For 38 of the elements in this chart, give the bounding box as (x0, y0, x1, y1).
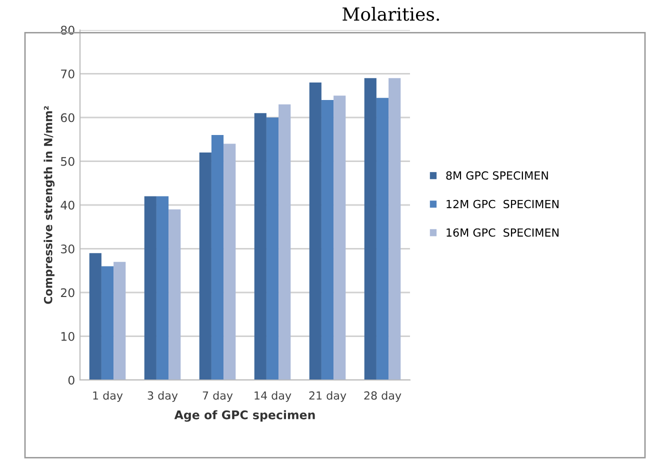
y-tick-label: 60 (60, 113, 74, 122)
x-tick-label: 21 day (309, 391, 346, 402)
bar (89, 253, 102, 380)
text: Molarities. (342, 6, 440, 21)
x-tick-label: 7 day (202, 391, 233, 402)
x-tick-label: 1 day (93, 391, 123, 402)
bar (266, 118, 279, 380)
legend-label: 8M GPC SPECIMEN (446, 171, 548, 180)
bar (388, 78, 401, 380)
bar (224, 144, 236, 380)
y-tick-label: 70 (61, 69, 74, 78)
legend-label: 12M GPC SPECIMEN (446, 200, 558, 208)
bar (334, 96, 346, 380)
x-tick-label: 14 day (254, 391, 292, 402)
bar (114, 262, 126, 380)
bar (144, 196, 156, 380)
y-axis-title: Compressive strength in N/mm² (44, 106, 55, 304)
x-tick-label: 3 day (148, 391, 178, 402)
bar (321, 100, 334, 380)
bar (376, 98, 389, 380)
y-tick-label: 50 (61, 156, 74, 166)
bar (211, 135, 224, 380)
bar (156, 196, 169, 380)
bar (309, 82, 322, 380)
bar (278, 104, 291, 380)
legend-label: 16M GPC SPECIMEN (446, 228, 558, 237)
y-tick-label: 0 (68, 376, 74, 385)
x-axis-title: Age of GPC specimen (174, 410, 315, 422)
bar (364, 78, 376, 380)
y-tick-label: 20 (60, 288, 74, 298)
y-tick-label: 10 (61, 332, 74, 341)
x-tick-label: 28 day (364, 391, 402, 402)
bar (199, 152, 212, 380)
y-tick-label: 30 (61, 244, 74, 254)
bar (254, 113, 266, 380)
bar (168, 209, 181, 380)
y-tick-label: 40 (60, 200, 74, 210)
bar (101, 266, 114, 380)
